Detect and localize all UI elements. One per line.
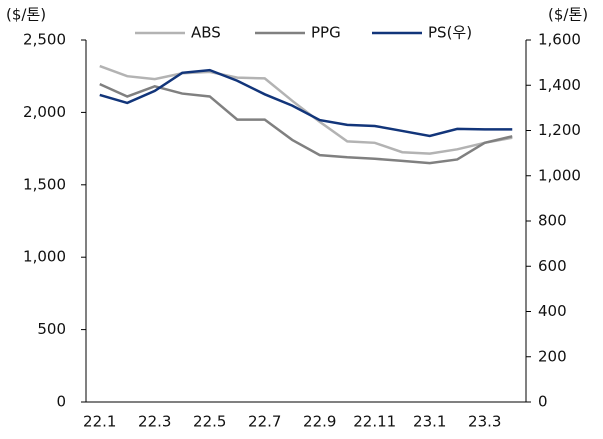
x-tick-label: 23.1 <box>413 413 446 431</box>
y-tick-label: 1,000 <box>23 248 66 266</box>
y-tick-label: 1,500 <box>23 175 66 193</box>
series-line <box>99 68 513 138</box>
legend-label: ABS <box>191 24 221 42</box>
y-tick-label: 500 <box>37 320 66 338</box>
y-tick-label: 0 <box>56 393 66 411</box>
series-line <box>99 83 513 165</box>
y2-tick-label: 1,600 <box>538 31 581 49</box>
x-tick-label: 23.3 <box>468 413 501 431</box>
x-tick-label: 22.3 <box>138 413 171 431</box>
x-tick-label: 22.7 <box>248 413 281 431</box>
y2-tick-label: 1,000 <box>538 166 581 184</box>
y2-tick-label: 200 <box>538 347 567 365</box>
x-tick-label: 22.1 <box>83 413 116 431</box>
legend-label: PPG <box>311 24 341 42</box>
x-tick-label: 22.11 <box>353 413 396 431</box>
y2-tick-label: 1,200 <box>538 121 581 139</box>
x-tick-label: 22.5 <box>193 413 226 431</box>
legend-label: PS(우) <box>428 24 472 42</box>
y-unit: ($/톤) <box>6 6 46 24</box>
series-line <box>99 64 513 155</box>
y2-unit: ($/톤) <box>548 6 588 24</box>
y2-tick-label: 600 <box>538 257 567 275</box>
y-tick-label: 2,000 <box>23 103 66 121</box>
y2-tick-label: 0 <box>538 393 548 411</box>
y2-tick-label: 400 <box>538 302 567 320</box>
y2-tick-label: 1,400 <box>538 76 581 94</box>
y-tick-label: 2,500 <box>23 31 66 49</box>
x-tick-label: 22.9 <box>303 413 336 431</box>
y2-tick-label: 800 <box>538 212 567 230</box>
